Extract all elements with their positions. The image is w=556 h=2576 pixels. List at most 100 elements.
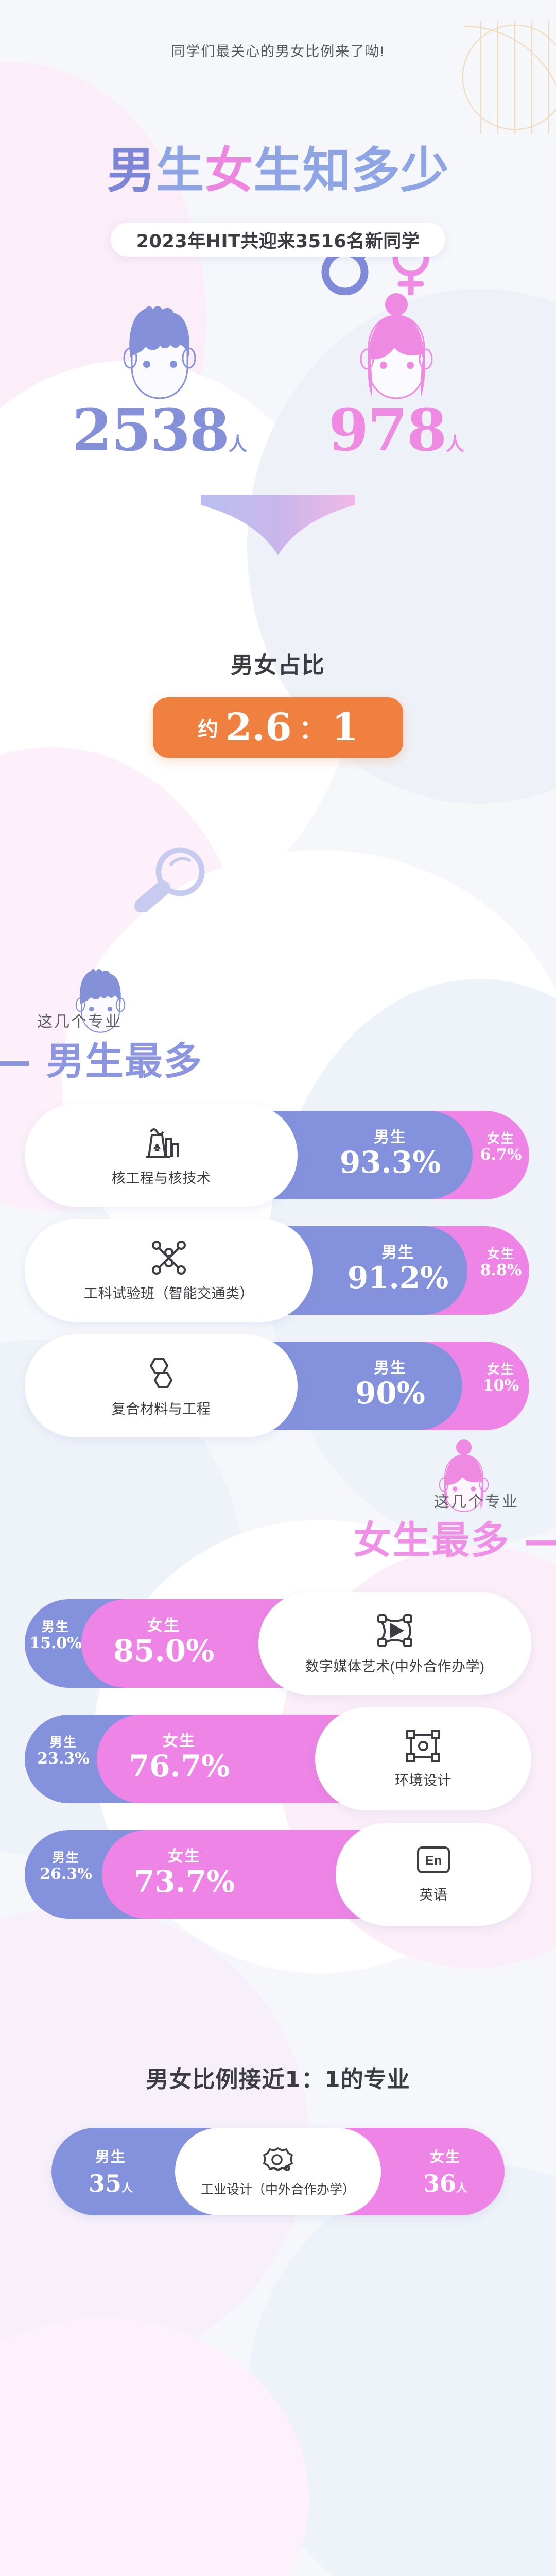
balanced-section: 男女比例接近1：1的专业 (0, 2061, 556, 2094)
svg-text:En: En (425, 1853, 442, 1868)
row-major-label: 核工程与核技术 (111, 1170, 211, 1186)
male-rows-list: 核工程与核技术 男生 93.3% 女生 6.7% 工科试验班（智能 (0, 1104, 556, 1450)
row-major-label: 英语 (419, 1887, 448, 1903)
female-section-heading: 这几个专业 (0, 1489, 556, 1512)
balanced-male-label: 男生 (95, 2149, 126, 2165)
table-row[interactable]: 数字媒体艺术(中外合作办学) 男生 15.0% 女生 85.0% (25, 1592, 531, 1695)
row-male-label: 男生 (41, 1620, 70, 1634)
magnifier-icon (0, 845, 556, 914)
en-badge-icon: En (417, 1846, 450, 1873)
female-count-unit: 人 (445, 433, 464, 454)
row-male-segment: 男生 23.3% (30, 1732, 97, 1767)
row-major-card: 核工程与核技术 (25, 1104, 298, 1207)
balanced-major-label: 工业设计（中外合作办学） (200, 2182, 355, 2197)
table-row[interactable]: 核工程与核技术 男生 93.3% 女生 6.7% (25, 1104, 531, 1207)
female-section-title: 女生最多 — (353, 1518, 556, 1563)
row-male-value: 26.3% (40, 1865, 92, 1883)
female-section-title-row: 女生最多 — (0, 1510, 556, 1565)
row-major-card: En 英语 (336, 1823, 531, 1926)
table-row[interactable]: 工科试验班（智能交通类） 男生 91.2% 女生 8.8% (25, 1219, 531, 1322)
nuclear-plant-icon (146, 1128, 179, 1158)
row-female-segment: 女生 8.8% (473, 1244, 529, 1279)
title-part-female: 女 (204, 143, 254, 199)
balanced-male-segment: 男生 35人 (72, 2128, 149, 2215)
male-section-title-row: — 男生最多 (0, 1030, 556, 1086)
balanced-female-segment: 女生 36人 (407, 2128, 484, 2215)
balanced-female-unit: 人 (456, 2181, 468, 2195)
row-male-segment: 男生 15.0% (29, 1617, 82, 1652)
row-female-label: 女生 (147, 1617, 180, 1634)
row-major-label: 复合材料与工程 (111, 1401, 211, 1417)
male-count-block: 2538人 (51, 289, 268, 460)
table-row[interactable]: 复合材料与工程 男生 90% 女生 10% (25, 1334, 531, 1437)
row-male-segment: 男生 93.3% (313, 1124, 467, 1178)
ratio-section: 男女占比 约 2.6 ： 1 (0, 647, 556, 758)
row-female-label: 女生 (486, 1131, 515, 1146)
page-title: 男生女生知多少 (0, 131, 556, 201)
balanced-major-card: 工业设计（中外合作办学） (175, 2128, 381, 2215)
male-section-heading: 这几个专业 (0, 1009, 556, 1031)
row-major-card: 环境设计 (315, 1707, 531, 1810)
female-count-block: 978人 (288, 289, 505, 460)
row-female-label: 女生 (168, 1848, 201, 1865)
male-section-kicker: 这几个专业 (37, 1013, 122, 1030)
female-rows-list: 数字媒体艺术(中外合作办学) 男生 15.0% 女生 85.0% (0, 1592, 556, 1938)
balanced-female-value: 36 (423, 2170, 456, 2197)
row-female-value: 8.8% (480, 1261, 522, 1279)
title-part-rest: 生知多少 (253, 143, 449, 199)
row-major-label: 工科试验班（智能交通类） (84, 1285, 254, 1301)
row-male-label: 男生 (381, 1244, 414, 1261)
female-count-value-row: 978人 (288, 402, 505, 460)
hexagon-chain-icon (149, 1357, 173, 1388)
header-kicker: 同学们最关心的男女比例来了呦! (171, 44, 385, 59)
male-count-unit: 人 (228, 433, 247, 454)
female-count-value: 978 (328, 397, 447, 464)
table-row[interactable]: 男生 35人 工业设计（中外合作办学） 女生 36人 (51, 2128, 505, 2215)
balanced-row-wrap: 男生 35人 工业设计（中外合作办学） 女生 36人 (0, 2128, 556, 2215)
boy-avatar-icon (51, 289, 268, 402)
title-part-sheng: 生 (155, 143, 205, 199)
balanced-female-label: 女生 (429, 2149, 461, 2165)
row-female-label: 女生 (486, 1362, 515, 1377)
girl-avatar-icon (288, 289, 505, 402)
row-male-value: 23.3% (37, 1750, 90, 1768)
title-part-male: 男 (107, 143, 156, 199)
boy-head-icon (0, 958, 556, 1038)
male-count-value: 2538 (72, 397, 230, 464)
row-female-value: 73.7% (133, 1864, 235, 1899)
row-major-label: 数字媒体艺术(中外合作办学) (305, 1658, 485, 1674)
balanced-male-unit: 人 (121, 2181, 133, 2195)
row-male-value: 91.2% (347, 1260, 449, 1295)
row-female-label: 女生 (163, 1733, 196, 1750)
balanced-title: 男女比例接近1：1的专业 (146, 2066, 410, 2093)
male-section-title: — 男生最多 (0, 1039, 203, 1083)
row-female-value: 76.7% (128, 1749, 230, 1784)
girl-head-icon (0, 1437, 556, 1517)
ratio-title: 男女占比 (231, 652, 325, 679)
row-female-value: 10% (482, 1377, 519, 1395)
header-kicker-row: 同学们最关心的男女比例来了呦! (0, 40, 556, 60)
row-male-value: 15.0% (29, 1634, 82, 1652)
row-male-label: 男生 (49, 1735, 77, 1750)
balanced-male-value: 35 (88, 2170, 121, 2197)
row-female-segment: 女生 6.7% (473, 1128, 529, 1163)
male-count-value-row: 2538人 (51, 402, 268, 460)
molecule-icon (152, 1240, 186, 1275)
row-female-value: 6.7% (480, 1146, 522, 1164)
gear-settings-icon (263, 2147, 293, 2171)
subtitle-pill: 2023年HIT共迎来3516名新同学 (111, 223, 445, 257)
row-male-value: 90% (355, 1376, 425, 1411)
table-row[interactable]: 环境设计 男生 23.3% 女生 76.7% (25, 1707, 531, 1810)
row-male-value: 93.3% (339, 1145, 441, 1180)
row-male-label: 男生 (374, 1360, 407, 1377)
fan-lines-decor (462, 21, 556, 134)
row-male-segment: 男生 91.2% (323, 1240, 473, 1294)
row-male-segment: 男生 90% (313, 1355, 467, 1409)
row-major-card: 工科试验班（智能交通类） (25, 1219, 313, 1322)
table-row[interactable]: En 英语 男生 26.3% 女生 73.7% (25, 1823, 531, 1926)
ratio-male-value: 2.6 (225, 705, 292, 750)
row-female-segment: 女生 76.7% (102, 1728, 256, 1782)
row-female-value: 85.0% (113, 1633, 215, 1668)
row-male-segment: 男生 26.3% (30, 1848, 102, 1883)
subtitle-text: 2023年HIT共迎来3516名新同学 (136, 231, 420, 252)
